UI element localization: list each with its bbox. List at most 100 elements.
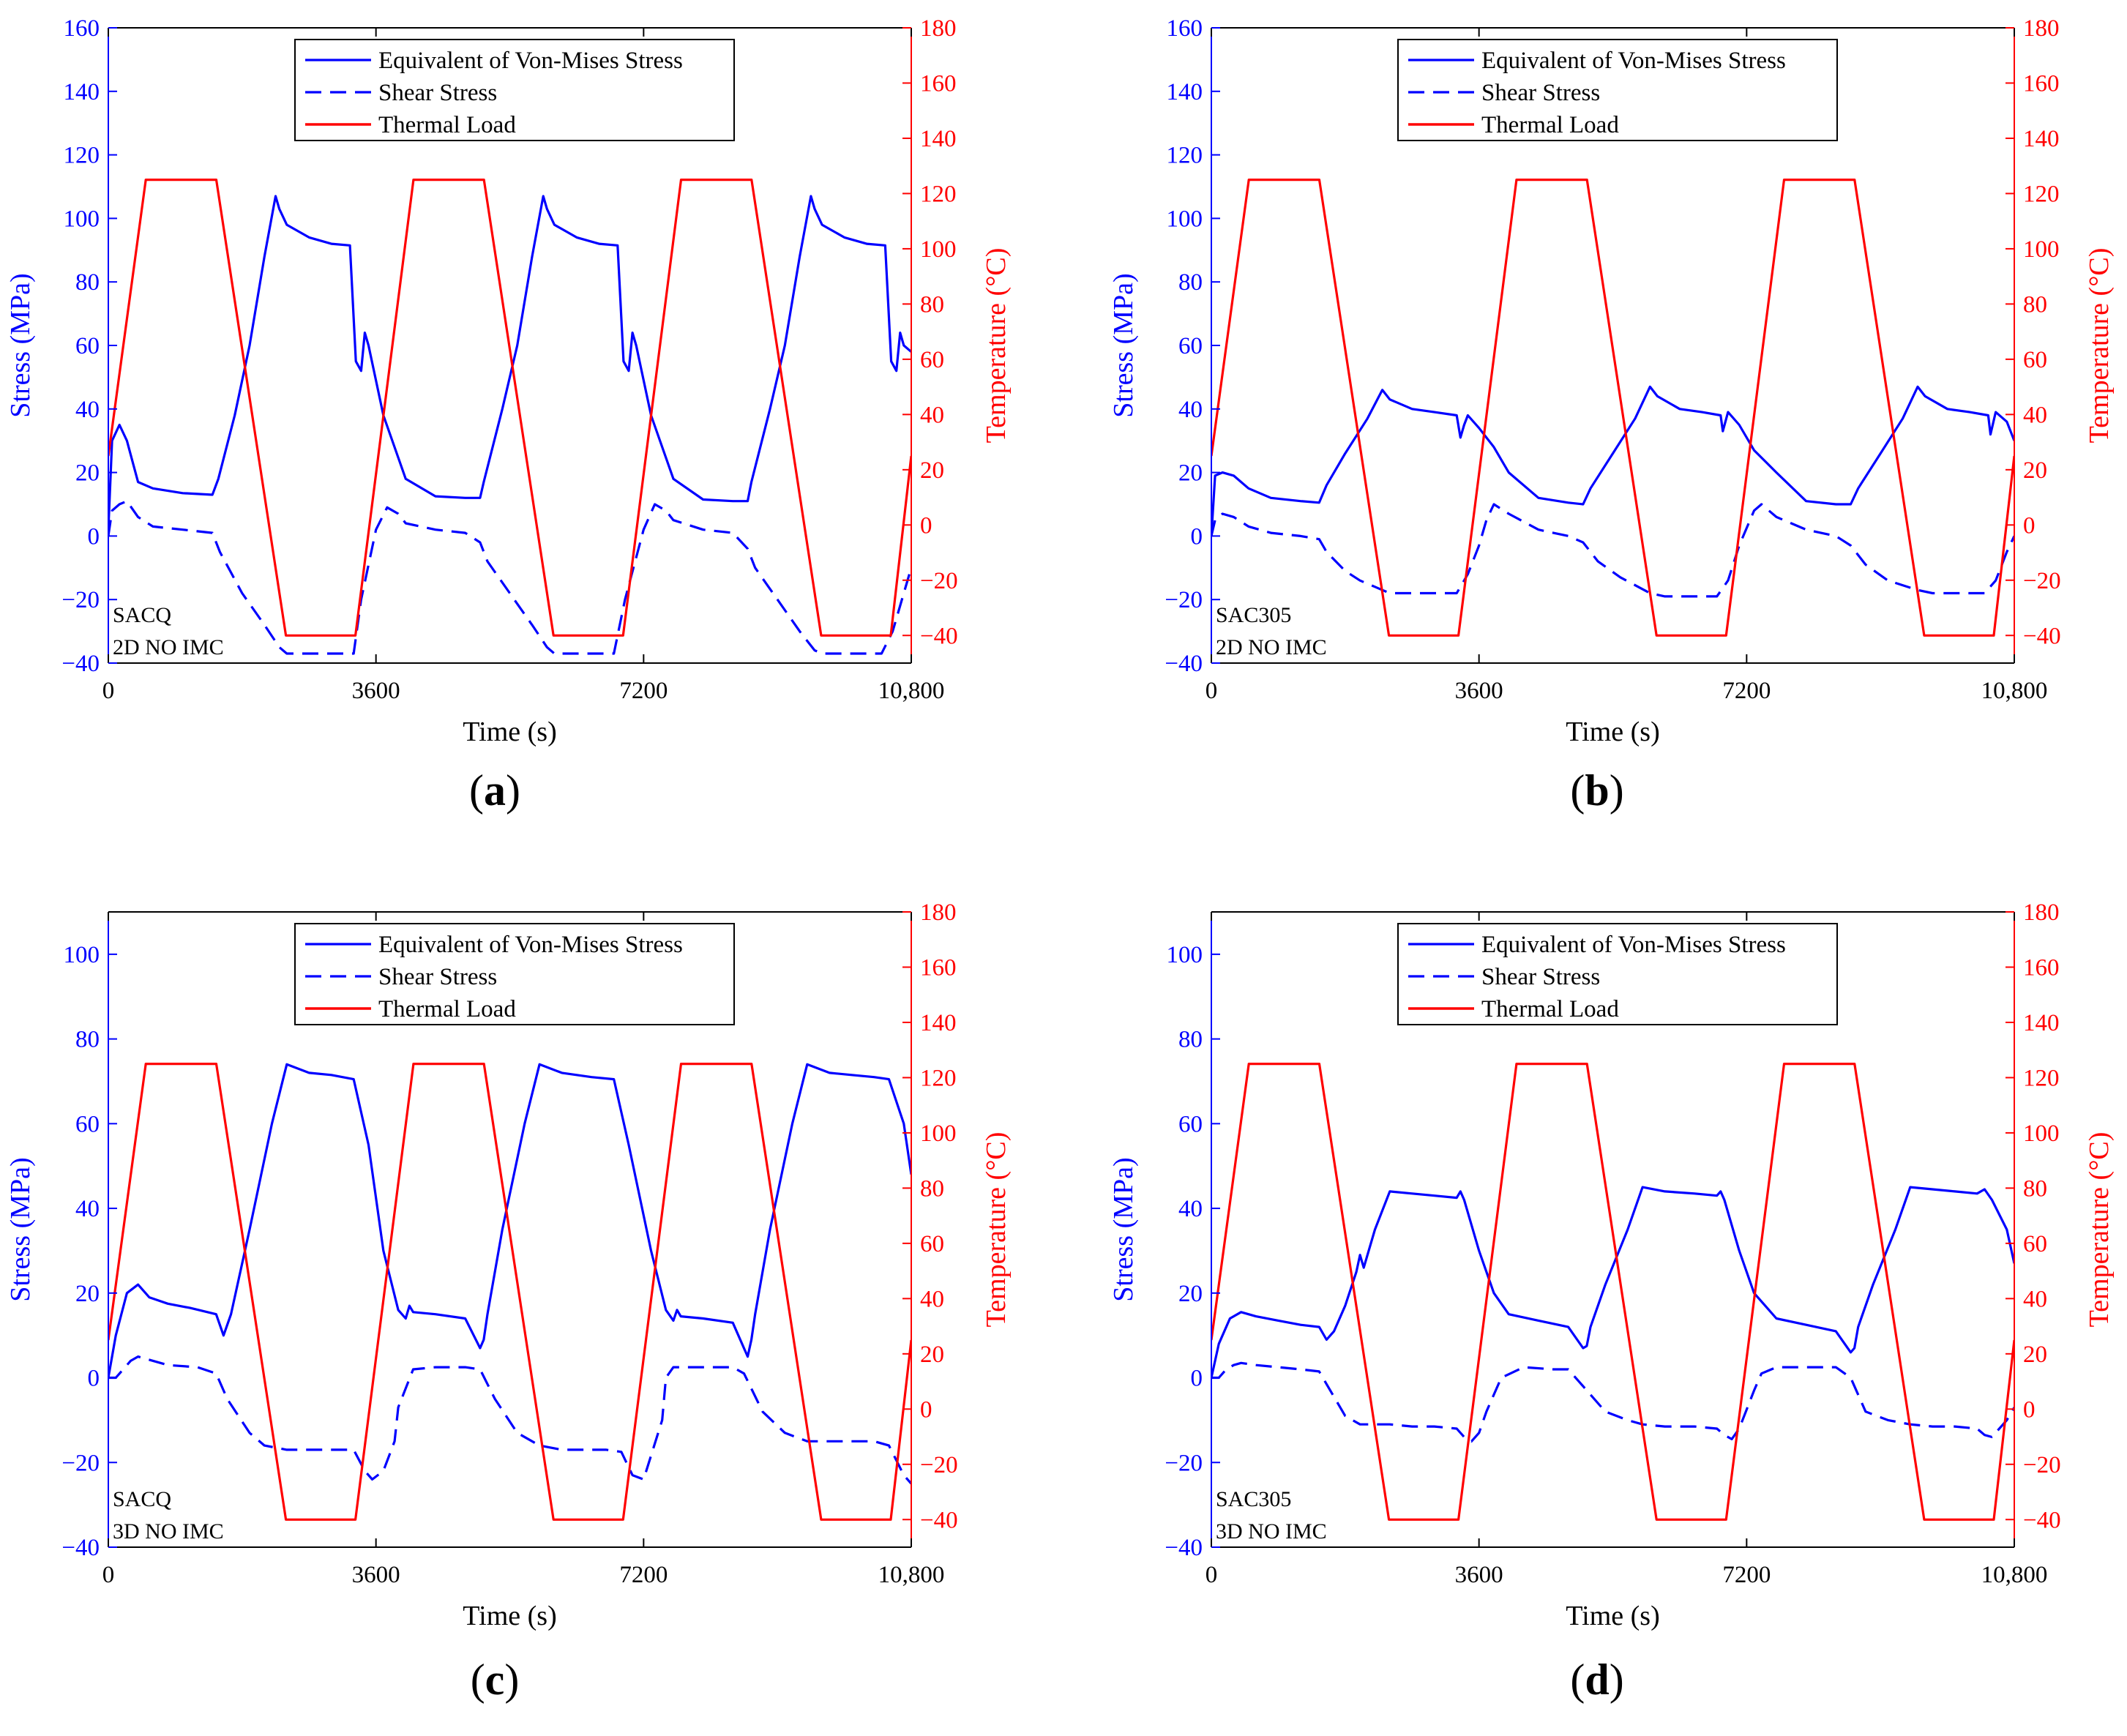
panel-label-close-paren: ) — [1610, 1655, 1624, 1704]
y-left-tick-label: −20 — [61, 1450, 100, 1476]
x-tick-label: 7200 — [1722, 678, 1771, 704]
legend: Equivalent of Von-Mises Stress Shear Stre… — [1397, 39, 1838, 141]
x-axis-label: Time (s) — [463, 1601, 556, 1631]
panel-label: (c) — [471, 1655, 520, 1704]
x-tick-label: 3600 — [1455, 678, 1503, 704]
thermal-load-line — [108, 1062, 911, 1521]
y-right-tick-label: 120 — [920, 1065, 957, 1091]
y-left-tick-label: 80 — [75, 1027, 100, 1053]
y-right-tick-label: −20 — [920, 568, 958, 594]
y-right-tick-label: 180 — [2023, 899, 2060, 926]
y-left-tick-label: 0 — [1191, 523, 1203, 550]
y-right-tick-label: 140 — [2023, 126, 2060, 152]
y-right-tick-label: 100 — [920, 1120, 957, 1147]
panel-label-close-paren: ) — [506, 766, 520, 815]
y-right-tick-label: 100 — [2023, 1120, 2060, 1147]
y-right-tick-label: 40 — [920, 402, 944, 428]
x-tick-label: 7200 — [1722, 1562, 1771, 1588]
y-right-tick-label: 40 — [2023, 402, 2047, 428]
shear-stress-line — [1211, 503, 2014, 598]
legend-entry-2: Shear Stress — [378, 964, 497, 990]
y-left-tick-label: −40 — [61, 1535, 100, 1561]
shear-stress-line — [108, 500, 911, 655]
y-right-tick-label: 160 — [920, 954, 957, 981]
y-left-tick-label: 0 — [1191, 1366, 1203, 1392]
x-tick-label: 3600 — [352, 678, 400, 704]
y-left-tick-label: 80 — [1178, 1027, 1203, 1053]
x-tick-label: 10,800 — [1981, 1562, 2048, 1588]
panel-annotation-line-1: SACQ — [113, 1487, 171, 1511]
plot-area — [108, 179, 911, 655]
y-right-tick-label: 0 — [2023, 1396, 2036, 1423]
y-right-tick-label: 80 — [2023, 1175, 2047, 1202]
y-left-tick-label: 120 — [64, 143, 100, 169]
y-right-tick-label: 20 — [920, 1342, 944, 1368]
x-tick-label: 0 — [102, 1562, 115, 1588]
x-axis-label: Time (s) — [1566, 1601, 1659, 1631]
shear-stress-line — [108, 1355, 911, 1485]
y-right-tick-label: 140 — [920, 126, 957, 152]
y-left-tick-label: 0 — [88, 1366, 100, 1392]
y-left-axis-label: Stress (MPa) — [1108, 1157, 1139, 1301]
y-right-tick-label: 20 — [2023, 1342, 2047, 1368]
y-right-tick-label: 160 — [2023, 70, 2060, 97]
y-right-tick-label: 120 — [2023, 181, 2060, 207]
von-mises-stress-line — [1211, 1186, 2014, 1378]
y-right-tick-label: 140 — [920, 1010, 957, 1036]
legend-entry-1: Equivalent of Von-Mises Stress — [1481, 48, 1786, 74]
x-axis-label: Time (s) — [463, 717, 556, 747]
y-left-tick-label: 60 — [75, 1111, 100, 1137]
plot-area — [108, 1062, 911, 1521]
legend-entry-2: Shear Stress — [378, 80, 497, 106]
y-left-tick-label: 40 — [75, 397, 100, 423]
panel-label-open-paren: ( — [1570, 1655, 1585, 1704]
y-left-tick-label: 120 — [1167, 143, 1203, 169]
x-tick-label: 0 — [102, 678, 115, 704]
panel-label: (d) — [1570, 1655, 1623, 1704]
y-right-tick-label: 60 — [920, 1231, 944, 1257]
y-right-tick-label: −40 — [2023, 1507, 2061, 1533]
y-left-tick-label: 20 — [75, 460, 100, 487]
x-tick-label: 0 — [1205, 1562, 1218, 1588]
y-right-tick-label: 60 — [2023, 347, 2047, 373]
y-right-tick-label: 0 — [920, 1396, 932, 1423]
y-left-tick-label: −40 — [1165, 1535, 1203, 1561]
panel-annotation-line-1: SAC305 — [1216, 1487, 1291, 1511]
y-left-axis-label: Stress (MPa) — [5, 1157, 36, 1301]
von-mises-stress-line — [108, 195, 911, 530]
y-left-tick-label: 20 — [1178, 1281, 1203, 1307]
panel-annotation-line-2: 3D NO IMC — [1216, 1519, 1327, 1544]
von-mises-stress-line — [108, 1063, 911, 1378]
y-left-tick-label: 100 — [64, 206, 100, 232]
legend-entry-2: Shear Stress — [1481, 964, 1600, 990]
y-left-tick-label: −40 — [61, 651, 100, 677]
shear-stress-line — [1211, 1361, 2014, 1443]
y-left-tick-label: −20 — [1165, 1450, 1203, 1476]
y-right-tick-label: −40 — [920, 623, 958, 649]
y-left-tick-label: 80 — [75, 269, 100, 296]
y-left-tick-label: −20 — [1165, 587, 1203, 613]
y-right-tick-label: 80 — [920, 1175, 944, 1202]
y-right-tick-label: 160 — [920, 70, 957, 97]
y-right-tick-label: −20 — [920, 1452, 958, 1478]
legend-entry-3: Thermal Load — [1481, 112, 1619, 138]
x-tick-label: 3600 — [1455, 1562, 1503, 1588]
legend: Equivalent of Von-Mises Stress Shear Stre… — [294, 39, 735, 141]
legend-entry-3: Thermal Load — [1481, 996, 1619, 1022]
y-right-tick-label: 20 — [2023, 457, 2047, 484]
legend-entry-2: Shear Stress — [1481, 80, 1600, 106]
panel-annotation-line-2: 2D NO IMC — [1216, 635, 1327, 659]
chart-panel-d: 0 3600 7200 10,800 −40 −20 0 20 40 60 80 100 −40 −20 0… — [1108, 899, 2115, 1704]
legend-entry-1: Equivalent of Von-Mises Stress — [378, 48, 683, 74]
panel-annotation-line-1: SAC305 — [1216, 603, 1291, 627]
panel-label-letter: a — [484, 766, 506, 815]
y-right-axis-label: Temperature (°C) — [981, 1132, 1012, 1328]
y-left-tick-label: 20 — [1178, 460, 1203, 487]
von-mises-stress-line — [1211, 385, 2014, 536]
y-left-tick-label: 140 — [1167, 79, 1203, 105]
y-left-tick-label: 80 — [1178, 269, 1203, 296]
y-left-tick-label: 40 — [1178, 1196, 1203, 1222]
y-left-tick-label: 100 — [1167, 942, 1203, 968]
legend-entry-1: Equivalent of Von-Mises Stress — [378, 932, 683, 958]
